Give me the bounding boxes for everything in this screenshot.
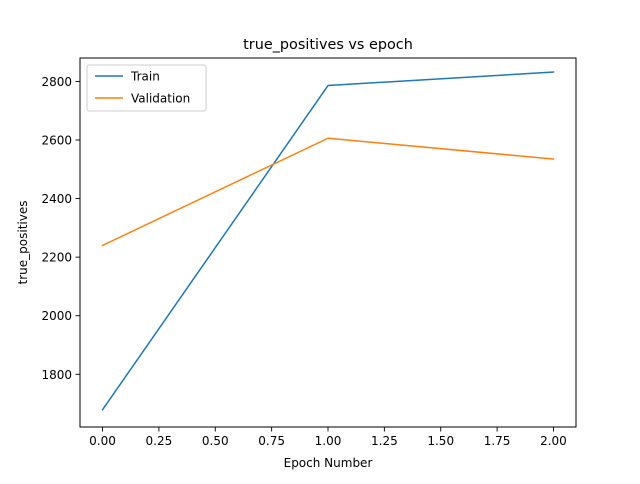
y-tick-label: 1800 bbox=[41, 368, 72, 382]
x-tick-label: 1.25 bbox=[371, 434, 398, 448]
chart-title: true_positives vs epoch bbox=[243, 37, 413, 53]
y-tick-label: 2000 bbox=[41, 309, 72, 323]
x-tick-label: 0.50 bbox=[202, 434, 229, 448]
x-tick-label: 0.75 bbox=[258, 434, 285, 448]
x-tick-label: 0.00 bbox=[89, 434, 116, 448]
y-tick-label: 2600 bbox=[41, 134, 72, 148]
y-tick-label: 2800 bbox=[41, 75, 72, 89]
legend-label-validation: Validation bbox=[131, 92, 190, 106]
y-tick-label: 2200 bbox=[41, 251, 72, 265]
x-tick-label: 1.00 bbox=[315, 434, 342, 448]
y-axis-label: true_positives bbox=[16, 201, 30, 285]
legend-label-train: Train bbox=[130, 70, 160, 84]
y-tick-label: 2400 bbox=[41, 192, 72, 206]
x-tick-label: 2.00 bbox=[540, 434, 567, 448]
x-axis-label: Epoch Number bbox=[284, 456, 373, 470]
x-tick-label: 1.50 bbox=[427, 434, 454, 448]
x-tick-label: 0.25 bbox=[146, 434, 173, 448]
x-tick-label: 1.75 bbox=[484, 434, 511, 448]
legend: Train Validation bbox=[87, 65, 206, 111]
